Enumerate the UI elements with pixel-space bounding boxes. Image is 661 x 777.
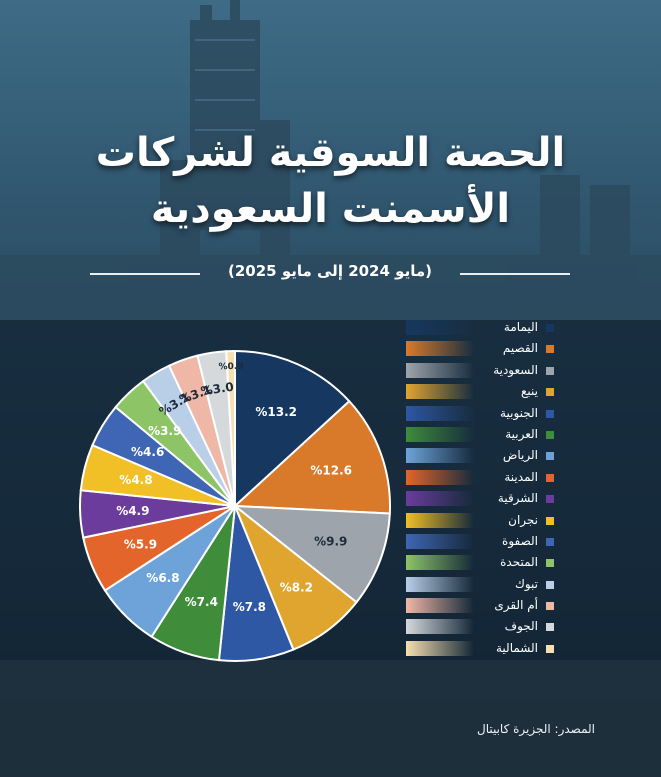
legend-swatch: [546, 495, 554, 504]
legend-item-2: السعودية: [406, 361, 566, 382]
pie-label-15: %0.9: [218, 362, 243, 373]
legend-item-7: المدينة: [406, 468, 566, 489]
legend-item-5: العربية: [406, 425, 566, 446]
legend-label: الشرقية: [497, 491, 538, 506]
legend-swatch: [546, 580, 554, 589]
pie-label-4: %7.8: [233, 600, 266, 614]
legend-gradient-bar: [406, 362, 474, 378]
legend-item-6: الرياض: [406, 446, 566, 467]
pie-slice-2: [231, 504, 391, 604]
legend-label: الجنوبية: [500, 405, 538, 420]
pie-label-2: %9.9: [314, 534, 347, 548]
pie-label-10: %4.6: [131, 445, 164, 459]
pie-label-1: %12.6: [310, 464, 352, 478]
legend-item-15: الشمالية: [406, 639, 566, 660]
legend-gradient-bar: [406, 619, 474, 635]
legend-label: الصفوة: [502, 533, 538, 548]
pie-label-9: %4.8: [119, 473, 152, 487]
legend-item-10: الصفوة: [406, 532, 566, 553]
legend-swatch: [546, 324, 554, 332]
legend-swatch: [546, 559, 554, 568]
pie-slice-0: [234, 349, 351, 509]
legend-label: الشمالية: [496, 640, 538, 655]
legend-gradient-bar: [406, 469, 474, 485]
chart-subtitle: (مايو 2024 إلى مايو 2025): [228, 262, 432, 280]
legend-gradient-bar: [406, 576, 474, 592]
legend-item-13: أم القرى: [406, 596, 566, 617]
legend-swatch: [546, 644, 554, 653]
legend-swatch: [546, 452, 554, 461]
legend-swatch: [546, 473, 554, 482]
legend-swatch: [546, 345, 554, 354]
legend-gradient-bar: [406, 640, 474, 656]
legend-item-12: تبوك: [406, 575, 566, 596]
pie-label-11: %3.9: [148, 424, 181, 438]
pie-chart: %13.2 %12.6 %9.9 %8.2 %7.8 %7.4 %6.8 %5.9 %4.9 %4…: [79, 349, 391, 662]
legend-gradient-bar: [406, 598, 474, 614]
chart-title-line2: الأسمنت السعودية: [150, 186, 511, 232]
legend-item-14: الجوف: [406, 617, 566, 638]
legend-label: القصيم: [502, 341, 538, 356]
legend-gradient-bar: [406, 555, 474, 571]
legend-label: أم القرى: [494, 598, 538, 613]
chart-legend: اليمامة القصيم السعودية ينبع الجنوبية العربية…: [406, 318, 566, 660]
legend-gradient-bar: [406, 533, 474, 549]
pie-slice-1: [232, 399, 391, 515]
pie-label-8: %4.9: [116, 504, 149, 518]
pie-label-6: %6.8: [146, 571, 179, 585]
legend-gradient-bar: [406, 426, 474, 442]
legend-label: ينبع: [521, 384, 538, 399]
subtitle-divider-left: [90, 273, 200, 275]
legend-item-1: القصيم: [406, 339, 566, 360]
legend-gradient-bar: [406, 341, 474, 357]
source-note: المصدر: الجزيرة كابيتال: [476, 722, 595, 736]
legend-item-8: الشرقية: [406, 489, 566, 510]
legend-item-4: الجنوبية: [406, 404, 566, 425]
legend-gradient-bar: [406, 491, 474, 507]
legend-swatch: [546, 537, 554, 546]
legend-item-0: اليمامة: [406, 318, 566, 339]
pie-slice-15: [225, 349, 236, 507]
legend-label: اليمامة: [503, 320, 538, 334]
legend-item-9: نجران: [406, 511, 566, 532]
legend-gradient-bar: [406, 448, 474, 464]
pie-label-7: %5.9: [124, 537, 157, 551]
pie-label-5: %7.4: [185, 595, 218, 609]
pie-label-3: %8.2: [280, 580, 313, 594]
legend-item-3: ينبع: [406, 382, 566, 403]
legend-swatch: [546, 366, 554, 375]
legend-label: العربية: [505, 426, 538, 441]
legend-label: المدينة: [504, 469, 538, 484]
legend-label: نجران: [508, 512, 538, 527]
legend-swatch: [546, 430, 554, 439]
legend-swatch: [546, 388, 554, 397]
chart-title-line1: الحصة السوقية لشركات: [95, 130, 566, 176]
legend-swatch: [546, 516, 554, 525]
legend-swatch: [546, 623, 554, 632]
legend-label: الرياض: [502, 448, 538, 463]
pie-label-14: %3.0: [200, 380, 235, 399]
legend-item-11: المتحدة: [406, 553, 566, 574]
legend-swatch: [546, 409, 554, 418]
legend-label: السعودية: [493, 362, 538, 377]
legend-gradient-bar: [406, 512, 474, 528]
legend-label: المتحدة: [500, 555, 538, 570]
subtitle-row: (مايو 2024 إلى مايو 2025): [90, 262, 570, 286]
pie-label-0: %13.2: [255, 405, 297, 419]
subtitle-divider-right: [460, 273, 570, 275]
legend-gradient-bar: [406, 320, 474, 335]
legend-gradient-bar: [406, 405, 474, 421]
legend-gradient-bar: [406, 384, 474, 400]
legend-label: الجوف: [504, 619, 538, 634]
legend-label: تبوك: [514, 576, 538, 591]
legend-swatch: [546, 602, 554, 611]
